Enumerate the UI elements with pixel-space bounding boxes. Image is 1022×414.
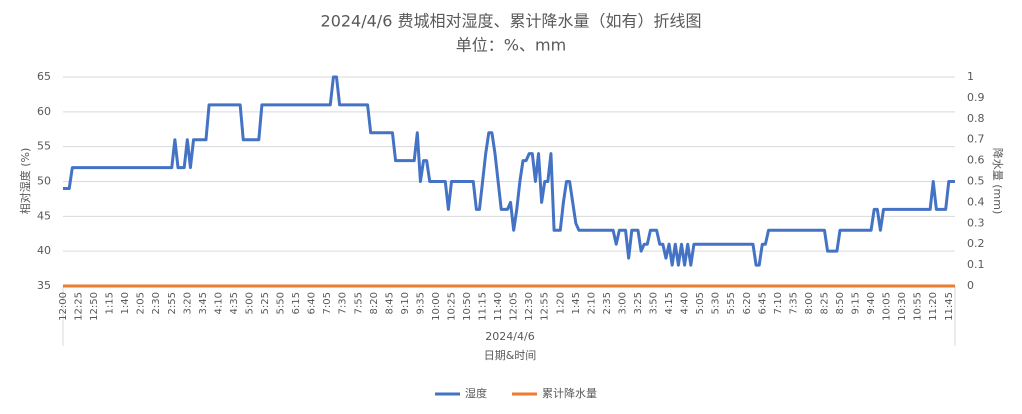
y-tick-label: 45 xyxy=(37,209,51,222)
x-tick-label: 12:00 xyxy=(58,292,69,321)
x-group-label: 2024/4/6 xyxy=(485,330,534,343)
y2-tick-label: 0.2 xyxy=(967,237,985,250)
x-tick-label: 4:35 xyxy=(229,292,240,314)
x-tick-label: 5:50 xyxy=(276,292,287,314)
x-tick-label: 4:15 xyxy=(664,292,675,314)
x-tick-label: 8:45 xyxy=(384,292,395,314)
x-tick-label: 10:55 xyxy=(913,292,924,321)
y2-tick-label: 0.8 xyxy=(967,112,985,125)
x-tick-label: 6:45 xyxy=(757,292,768,314)
x-tick-label: 3:50 xyxy=(649,292,660,314)
x-axis-label: 日期&时间 xyxy=(484,349,537,362)
x-tick-label: 7:30 xyxy=(338,292,349,314)
x-tick-label: 2:05 xyxy=(136,292,147,314)
x-tick-label: 5:05 xyxy=(695,292,706,314)
y2-axis-label: 降水量 (mm) xyxy=(991,148,1005,215)
y-tick-label: 35 xyxy=(37,279,51,292)
y2-tick-label: 0.9 xyxy=(967,91,985,104)
x-tick-label: 10:25 xyxy=(447,292,458,321)
x-tick-label: 4:40 xyxy=(680,292,691,314)
x-tick-label: 8:50 xyxy=(835,292,846,314)
x-tick-label: 12:30 xyxy=(524,292,535,321)
x-tick-label: 7:35 xyxy=(788,292,799,314)
x-tick-label: 1:20 xyxy=(555,292,566,314)
y-axis-label: 相对湿度 (%) xyxy=(18,148,32,215)
x-tick-label: 2:30 xyxy=(151,292,162,314)
x-tick-label: 10:05 xyxy=(882,292,893,321)
y2-tick-label: 0.7 xyxy=(967,133,985,146)
x-tick-label: 7:10 xyxy=(773,292,784,314)
legend-label: 湿度 xyxy=(465,386,487,400)
x-tick-label: 5:55 xyxy=(726,292,737,314)
x-tick-label: 5:00 xyxy=(244,292,255,314)
x-tick-label: 8:20 xyxy=(369,292,380,314)
x-tick-label: 12:25 xyxy=(74,292,85,321)
x-tick-label: 10:00 xyxy=(431,292,442,321)
x-tick-label: 12:50 xyxy=(89,292,100,321)
x-tick-label: 11:15 xyxy=(478,292,489,321)
x-tick-label: 11:20 xyxy=(928,292,939,321)
chart-title: 2024/4/6 费城相对湿度、累计降水量（如有）折线图 xyxy=(321,12,702,31)
x-tick-label: 9:15 xyxy=(851,292,862,314)
y2-tick-label: 1 xyxy=(967,70,974,83)
x-tick-label: 5:30 xyxy=(711,292,722,314)
y-tick-label: 65 xyxy=(37,70,51,83)
y2-tick-label: 0.5 xyxy=(967,175,985,188)
y2-tick-label: 0.1 xyxy=(967,258,985,271)
x-tick-label: 6:15 xyxy=(291,292,302,314)
x-tick-label: 9:40 xyxy=(866,292,877,314)
x-tick-label: 4:10 xyxy=(213,292,224,314)
y2-tick-label: 0.4 xyxy=(967,195,985,208)
x-tick-label: 6:40 xyxy=(307,292,318,314)
x-tick-label: 3:00 xyxy=(617,292,628,314)
x-tick-label: 10:30 xyxy=(897,292,908,321)
x-tick-label: 2:55 xyxy=(167,292,178,314)
x-tick-label: 6:20 xyxy=(742,292,753,314)
x-tick-label: 3:25 xyxy=(633,292,644,314)
x-tick-label: 2:10 xyxy=(586,292,597,314)
x-tick-label: 2:35 xyxy=(602,292,613,314)
x-tick-label: 12:05 xyxy=(509,292,520,321)
chart-subtitle: 单位：%、mm xyxy=(456,36,566,55)
x-tick-label: 11:40 xyxy=(493,292,504,321)
x-tick-label: 3:45 xyxy=(198,292,209,314)
line-series xyxy=(63,75,955,267)
x-tick-label: 1:40 xyxy=(120,292,131,314)
x-tick-label: 8:25 xyxy=(819,292,830,314)
y2-tick-label: 0.3 xyxy=(967,216,985,229)
x-tick-label: 1:45 xyxy=(571,292,582,314)
y-tick-label: 50 xyxy=(37,175,51,188)
x-tick-label: 9:35 xyxy=(415,292,426,314)
y-tick-label: 40 xyxy=(37,244,51,257)
y-tick-label: 55 xyxy=(37,140,51,153)
x-tick-label: 1:15 xyxy=(105,292,116,314)
x-tick-label: 10:50 xyxy=(462,292,473,321)
legend-label: 累计降水量 xyxy=(542,386,597,400)
x-tick-label: 12:55 xyxy=(540,292,551,321)
x-tick-label: 8:00 xyxy=(804,292,815,314)
x-tick-label: 9:10 xyxy=(400,292,411,314)
x-tick-label: 3:20 xyxy=(182,292,193,314)
y2-tick-label: 0.6 xyxy=(967,154,985,167)
y-tick-label: 60 xyxy=(37,105,51,118)
x-tick-label: 7:55 xyxy=(353,292,364,314)
x-tick-label: 11:45 xyxy=(944,292,955,321)
x-tick-label: 5:25 xyxy=(260,292,271,314)
x-tick-label: 7:05 xyxy=(322,292,333,314)
y2-tick-label: 0 xyxy=(967,279,974,292)
